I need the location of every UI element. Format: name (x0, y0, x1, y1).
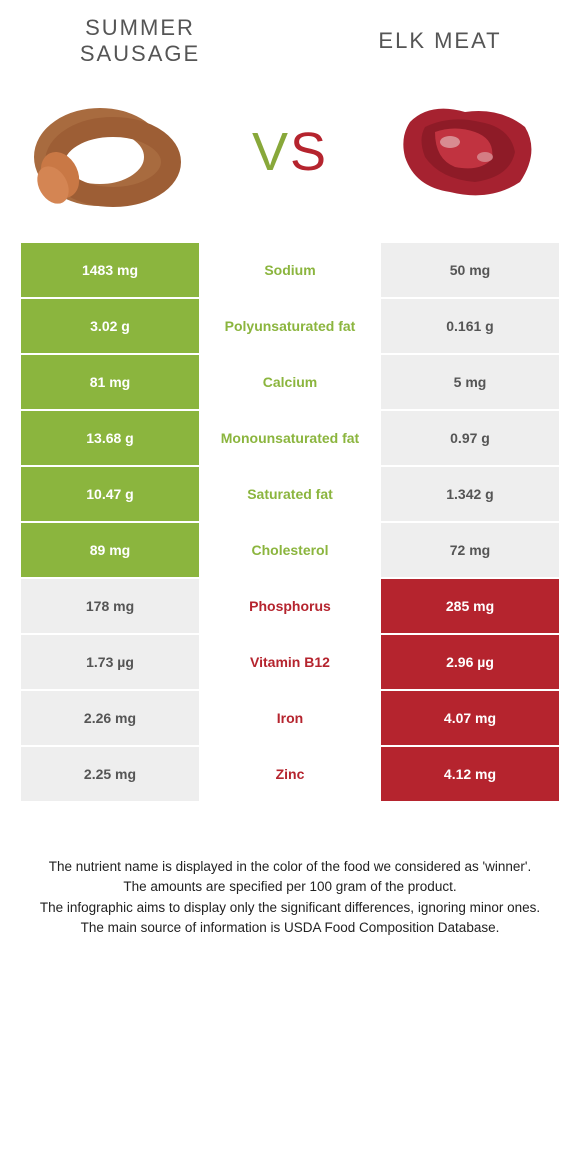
table-row: 81 mgCalcium5 mg (20, 354, 560, 410)
right-value: 0.161 g (380, 298, 560, 354)
left-food-title: Summer sausage (40, 15, 240, 67)
nutrient-label: Polyunsaturated fat (200, 298, 380, 354)
vs-s: S (290, 122, 328, 182)
elk-image (380, 87, 555, 217)
nutrient-label: Vitamin B12 (200, 634, 380, 690)
right-value: 50 mg (380, 242, 560, 298)
table-row: 3.02 gPolyunsaturated fat0.161 g (20, 298, 560, 354)
header: Summer sausage Elk meat (20, 15, 560, 77)
vs-label: VS (252, 121, 328, 183)
right-value: 4.12 mg (380, 746, 560, 802)
left-value: 10.47 g (20, 466, 200, 522)
right-value: 5 mg (380, 354, 560, 410)
left-value: 81 mg (20, 354, 200, 410)
nutrient-label: Zinc (200, 746, 380, 802)
left-value: 178 mg (20, 578, 200, 634)
footer-line-2: The amounts are specified per 100 gram o… (30, 877, 550, 897)
table-row: 1483 mgSodium50 mg (20, 242, 560, 298)
nutrient-label: Monounsaturated fat (200, 410, 380, 466)
nutrient-label: Sodium (200, 242, 380, 298)
table-row: 178 mgPhosphorus285 mg (20, 578, 560, 634)
table-row: 10.47 gSaturated fat1.342 g (20, 466, 560, 522)
nutrient-label: Cholesterol (200, 522, 380, 578)
left-value: 2.26 mg (20, 690, 200, 746)
footer-line-4: The main source of information is USDA F… (30, 918, 550, 938)
table-row: 89 mgCholesterol72 mg (20, 522, 560, 578)
nutrient-label: Calcium (200, 354, 380, 410)
left-value: 1.73 µg (20, 634, 200, 690)
footer-notes: The nutrient name is displayed in the co… (20, 802, 560, 938)
nutrient-label: Phosphorus (200, 578, 380, 634)
right-value: 285 mg (380, 578, 560, 634)
table-row: 2.25 mgZinc4.12 mg (20, 746, 560, 802)
sausage-image (25, 87, 200, 217)
right-value: 1.342 g (380, 466, 560, 522)
left-value: 13.68 g (20, 410, 200, 466)
left-value: 2.25 mg (20, 746, 200, 802)
left-value: 89 mg (20, 522, 200, 578)
right-value: 0.97 g (380, 410, 560, 466)
vs-v: V (252, 122, 290, 182)
nutrient-table: 1483 mgSodium50 mg3.02 gPolyunsaturated … (20, 242, 560, 802)
nutrient-label: Saturated fat (200, 466, 380, 522)
right-value: 2.96 µg (380, 634, 560, 690)
image-row: VS (20, 77, 560, 242)
nutrient-label: Iron (200, 690, 380, 746)
footer-line-3: The infographic aims to display only the… (30, 898, 550, 918)
right-value: 72 mg (380, 522, 560, 578)
table-row: 13.68 gMonounsaturated fat0.97 g (20, 410, 560, 466)
left-value: 3.02 g (20, 298, 200, 354)
table-row: 2.26 mgIron4.07 mg (20, 690, 560, 746)
left-value: 1483 mg (20, 242, 200, 298)
right-value: 4.07 mg (380, 690, 560, 746)
table-row: 1.73 µgVitamin B122.96 µg (20, 634, 560, 690)
footer-line-1: The nutrient name is displayed in the co… (30, 857, 550, 877)
right-food-title: Elk meat (340, 28, 540, 54)
